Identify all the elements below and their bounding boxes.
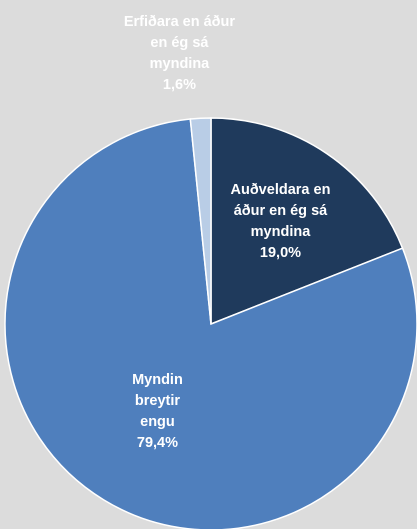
pie-slice xyxy=(210,117,404,326)
pie-slice xyxy=(189,117,212,325)
category-label: Myndin breytir engu xyxy=(132,371,183,430)
value-label: 79,4% xyxy=(136,434,179,451)
value-label: 1,6% xyxy=(162,77,196,94)
slice-label: Auðveldara en áður en ég sá myndina 19,0% xyxy=(230,180,331,264)
category-label: Auðveldara en áður en ég sá myndina xyxy=(230,181,331,240)
slice-label: Erfiðara en áður en ég sá myndina 1,6% xyxy=(119,12,239,96)
slice-label: Myndin breytir engu 79,4% xyxy=(117,370,197,454)
category-label: Erfiðara en áður en ég sá myndina xyxy=(123,14,236,73)
value-label: 19,0% xyxy=(259,244,302,261)
